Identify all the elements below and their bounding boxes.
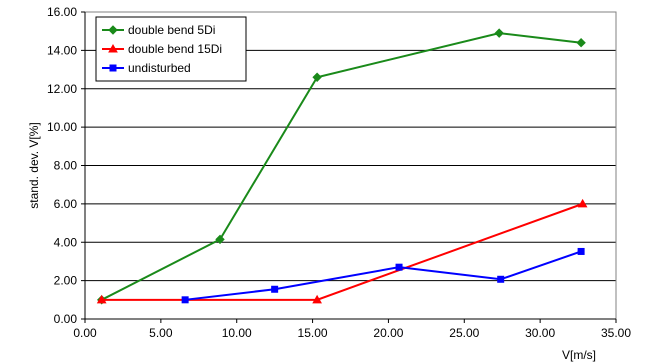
series <box>96 28 588 305</box>
data-point <box>497 275 505 283</box>
y-tick-label: 14.00 <box>47 43 77 57</box>
legend-item: undisturbed <box>102 61 191 75</box>
series-2 <box>181 247 585 304</box>
y-tick-label: 16.00 <box>47 5 77 19</box>
x-tick-label: 20.00 <box>373 326 403 340</box>
series-line <box>101 202 583 301</box>
data-point <box>271 285 279 293</box>
legend-marker <box>108 25 118 35</box>
tick-labels: 0.00 2.00 4.00 6.00 8.00 10.00 12.00 14.00 16.00… <box>47 5 631 340</box>
legend: double bend 5Di double bend 15Di undisturb… <box>95 16 247 82</box>
x-tick-label: 10.00 <box>222 326 252 340</box>
data-point <box>577 247 585 255</box>
y-tick-label: 6.00 <box>54 197 78 211</box>
legend-marker <box>109 64 117 72</box>
legend-label: double bend 15Di <box>128 42 222 56</box>
legend-item: double bend 5Di <box>102 23 215 37</box>
data-point <box>312 72 322 82</box>
legend-label: undisturbed <box>128 61 191 75</box>
data-point <box>96 294 107 304</box>
data-point <box>494 28 504 38</box>
y-tick-label: 10.00 <box>47 120 77 134</box>
y-tick-label: 8.00 <box>54 159 78 173</box>
data-point <box>215 234 225 245</box>
data-point <box>395 263 403 271</box>
data-point <box>312 294 322 304</box>
y-axis-title: stand. dev. V[%] <box>27 122 41 209</box>
legend-marker <box>108 43 118 53</box>
data-point <box>181 296 189 304</box>
x-tick-label: 15.00 <box>298 326 328 340</box>
series-1 <box>96 198 588 304</box>
x-tick-label: 35.00 <box>601 326 631 340</box>
x-tick-label: 0.00 <box>73 326 97 340</box>
legend-item: double bend 15Di <box>102 42 222 56</box>
legend-label: double bend 5Di <box>128 23 215 37</box>
y-tick-label: 12.00 <box>47 82 77 96</box>
x-tick-label: 5.00 <box>149 326 173 340</box>
y-tick-label: 2.00 <box>54 274 78 288</box>
data-point <box>577 198 588 208</box>
y-tick-label: 0.00 <box>54 312 78 326</box>
x-tick-label: 30.00 <box>525 326 555 340</box>
data-point <box>576 37 586 48</box>
x-axis-title: V[m/s] <box>562 348 596 362</box>
x-tick-label: 25.00 <box>449 326 479 340</box>
y-tick-label: 4.00 <box>54 235 78 249</box>
